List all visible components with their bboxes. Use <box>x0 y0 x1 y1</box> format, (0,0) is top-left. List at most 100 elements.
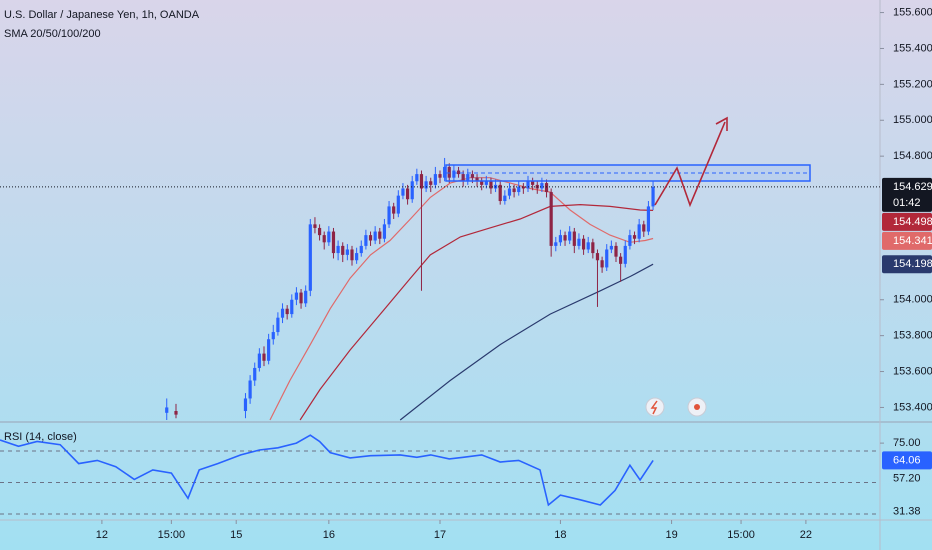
candle-body <box>549 192 553 246</box>
candle-body <box>415 174 419 182</box>
candle-body <box>327 231 331 243</box>
rsi-tick-label: 75.00 <box>893 437 921 449</box>
candle-body <box>544 183 549 193</box>
candle-body <box>387 206 391 225</box>
candle-body <box>600 260 604 268</box>
rsi-tag <box>882 451 932 470</box>
candle-body <box>336 245 340 254</box>
rsi-level-label: 57.20 <box>893 472 921 484</box>
y-tick-label: 153.600 <box>893 365 932 377</box>
candle-body <box>554 242 558 246</box>
y-tick-label: 155.400 <box>893 42 932 54</box>
candle-body <box>517 186 521 193</box>
candle-body <box>382 224 387 239</box>
candle-body <box>456 170 461 175</box>
candle-body <box>276 317 280 333</box>
y-tick-label: 155.600 <box>893 6 932 18</box>
price-tag <box>882 177 932 212</box>
sma-line <box>299 203 654 421</box>
candle-body <box>632 235 637 239</box>
candle-body <box>313 224 317 228</box>
y-tick-label: 153.800 <box>893 330 932 342</box>
candle-body <box>331 231 336 254</box>
lightning-icon <box>650 400 658 415</box>
y-tick-label: 153.400 <box>893 401 932 413</box>
candle-body <box>521 186 525 189</box>
rsi-line <box>0 434 654 507</box>
candle-body <box>628 235 632 246</box>
candle-body <box>581 238 586 250</box>
candle-body <box>429 181 433 185</box>
x-tick-label: 15:00 <box>158 529 186 541</box>
candle-body <box>355 253 359 261</box>
projection-arrow[interactable] <box>654 121 726 208</box>
candle-body <box>290 299 294 315</box>
candle-body <box>503 195 507 202</box>
candle-body <box>512 188 516 193</box>
candle-body <box>257 353 261 368</box>
candle-body <box>262 353 266 361</box>
candle-body <box>341 245 345 255</box>
candle-body <box>447 166 451 178</box>
x-tick-label: 17 <box>434 529 446 541</box>
candle-body <box>424 181 428 189</box>
candle-body <box>308 224 312 291</box>
rsi-title: RSI (14, close) <box>4 431 77 443</box>
candle-body <box>364 235 368 246</box>
x-tick-label: 22 <box>800 529 812 541</box>
candle-body <box>614 245 618 257</box>
candle-body <box>174 411 178 415</box>
candle-body <box>591 242 595 254</box>
x-tick-label: 12 <box>96 529 108 541</box>
candle-body <box>248 380 252 399</box>
candle-body <box>243 398 248 412</box>
candle-body <box>285 308 289 315</box>
candle-body <box>651 186 655 207</box>
candle-body <box>405 188 410 200</box>
event-icon[interactable] <box>645 397 665 417</box>
candle-body <box>605 249 609 268</box>
candle-body <box>322 235 326 243</box>
candle-body <box>410 181 414 200</box>
candle-body <box>568 231 572 241</box>
rsi-level-label: 31.38 <box>893 506 921 518</box>
candle-body <box>345 249 349 255</box>
candle-body <box>572 231 576 246</box>
candle-body <box>489 181 493 189</box>
candle-body <box>577 238 581 246</box>
candle-body <box>558 235 563 243</box>
target-icon <box>694 404 700 410</box>
candle-body <box>586 242 590 250</box>
candle-body <box>443 166 447 178</box>
candle-body <box>623 245 627 264</box>
candle-body <box>433 174 437 185</box>
candle-body <box>359 245 363 254</box>
chart-title: U.S. Dollar / Japanese Yen, 1h, OANDA <box>4 9 200 21</box>
candle-body <box>271 332 275 340</box>
candle-body <box>438 174 442 178</box>
price-tag <box>882 255 932 274</box>
candle-body <box>419 174 424 189</box>
candle-body <box>466 174 470 182</box>
candle-body <box>480 181 484 185</box>
price-pane <box>165 157 655 421</box>
y-tick-label: 154.800 <box>893 150 932 162</box>
candle-body <box>619 256 623 264</box>
candle-body <box>646 206 651 232</box>
candle-body <box>563 235 567 241</box>
candle-body <box>484 181 488 185</box>
x-tick-label: 19 <box>665 529 677 541</box>
x-tick-label: 18 <box>554 529 566 541</box>
candle-body <box>609 245 613 250</box>
candle-body <box>378 231 382 239</box>
price-tag-label: 154.629 <box>893 181 932 193</box>
price-tag <box>882 231 932 250</box>
candle-body <box>294 292 299 300</box>
sma-line <box>399 263 654 421</box>
y-tick-label: 154.000 <box>893 294 932 306</box>
x-tick-label: 15 <box>230 529 242 541</box>
x-tick-label: 16 <box>323 529 335 541</box>
countdown-label: 01:42 <box>893 197 921 209</box>
